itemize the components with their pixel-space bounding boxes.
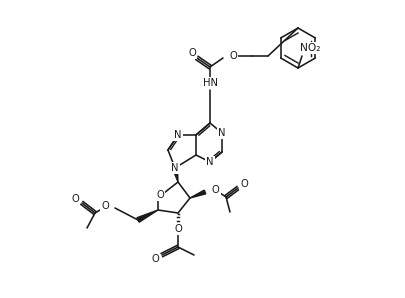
Text: O: O bbox=[229, 51, 237, 61]
Text: N: N bbox=[174, 130, 182, 140]
Text: N: N bbox=[218, 128, 226, 138]
Text: O: O bbox=[101, 201, 109, 211]
Text: HN: HN bbox=[202, 78, 217, 88]
Polygon shape bbox=[137, 210, 158, 222]
Text: O: O bbox=[151, 254, 159, 264]
Text: NO₂: NO₂ bbox=[300, 43, 320, 53]
Text: N: N bbox=[171, 163, 179, 173]
Polygon shape bbox=[173, 167, 178, 182]
Text: O: O bbox=[71, 194, 79, 204]
Text: O: O bbox=[174, 224, 182, 234]
Text: O: O bbox=[188, 48, 196, 58]
Text: O: O bbox=[240, 179, 248, 189]
Text: O: O bbox=[212, 185, 220, 195]
Text: O: O bbox=[156, 190, 164, 200]
Polygon shape bbox=[190, 190, 206, 198]
Text: N: N bbox=[206, 157, 214, 167]
